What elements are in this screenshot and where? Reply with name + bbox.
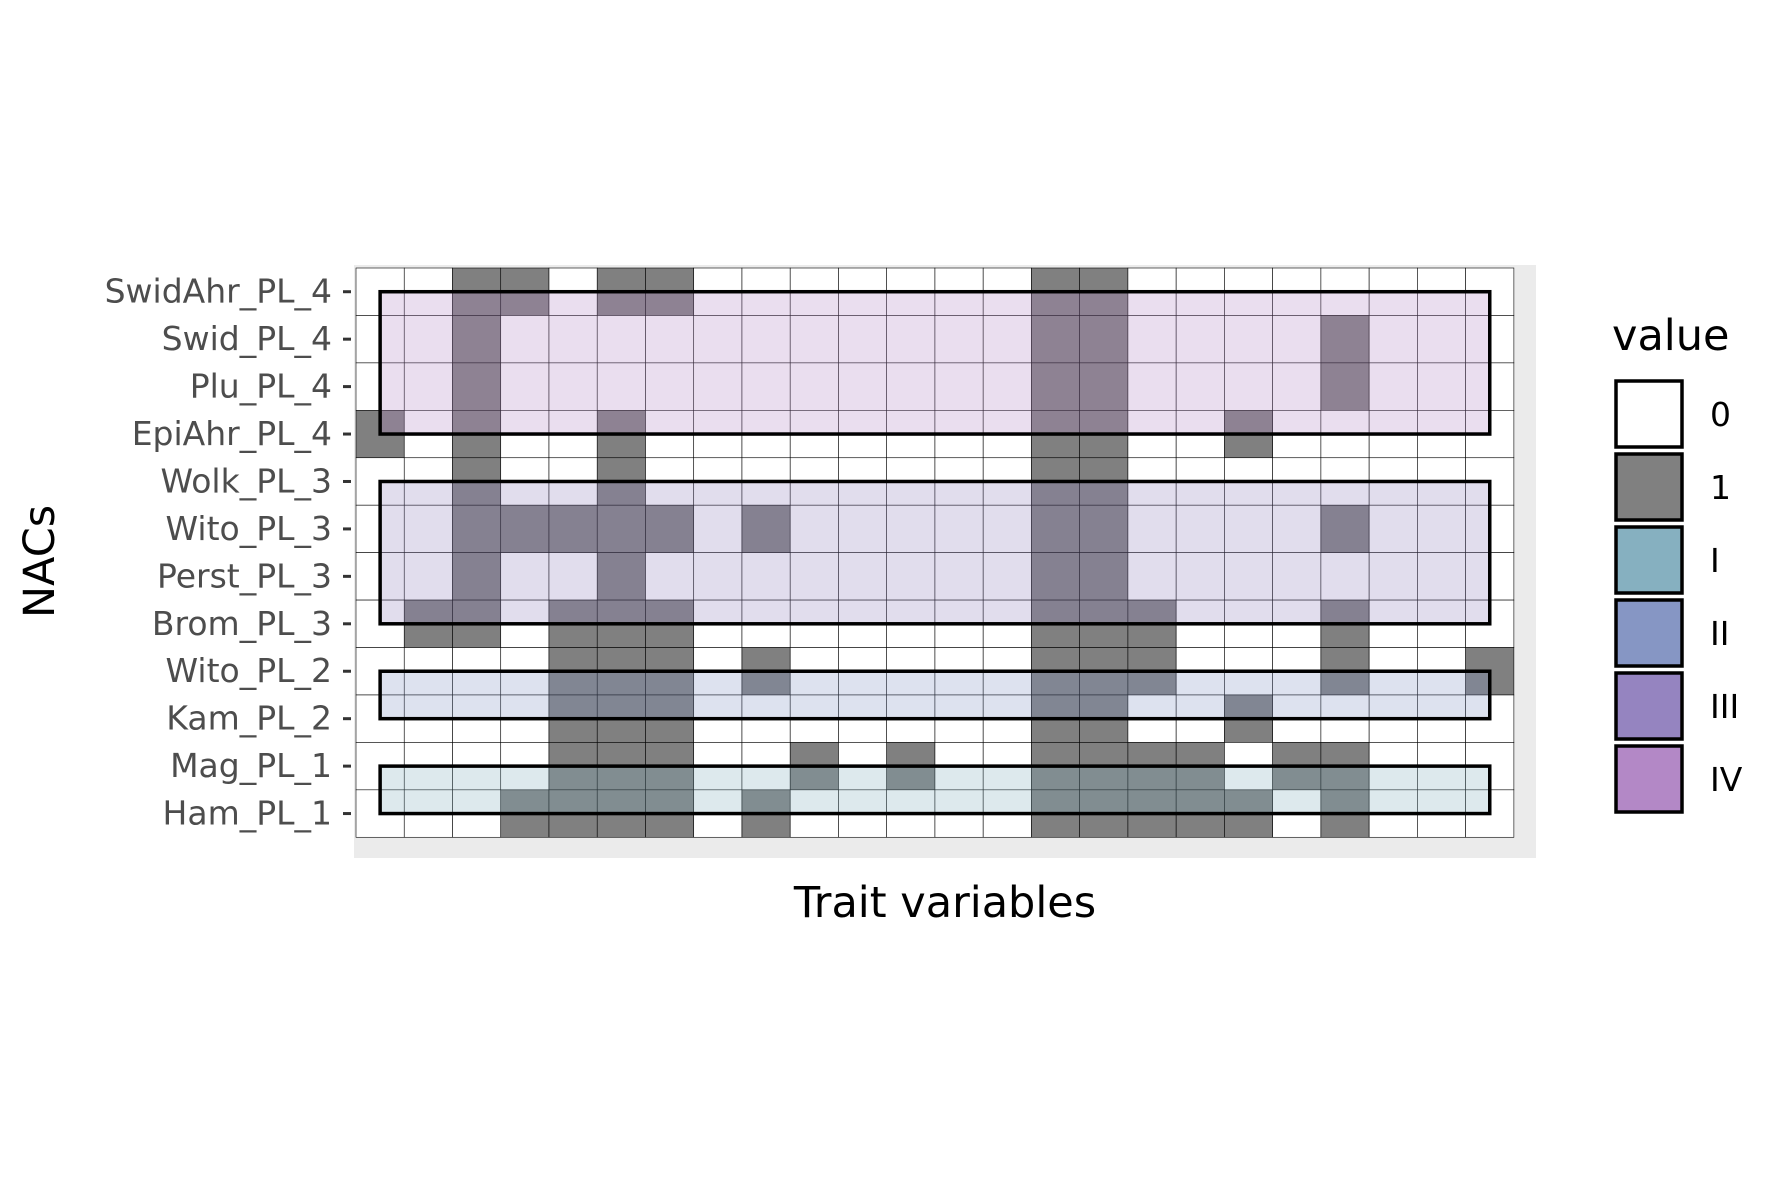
heatmap-cell [1368, 504, 1418, 553]
heatmap-cell [886, 504, 936, 553]
y-axis-title: NACs [15, 505, 65, 618]
legend-label: 1 [1710, 468, 1731, 507]
heatmap-cell [596, 315, 646, 364]
y-tick-label: Kam_PL_2 [166, 699, 332, 738]
heatmap-cell [403, 504, 453, 553]
heatmap-cell [789, 362, 839, 411]
y-tick-label: Wolk_PL_3 [161, 461, 332, 500]
group-box-ii [378, 669, 1492, 721]
heatmap-cell [934, 552, 984, 601]
heatmap-cell [548, 315, 598, 364]
heatmap-cell [1320, 315, 1370, 364]
group-box-iv [378, 289, 1492, 436]
y-tick-label: Wito_PL_2 [166, 651, 332, 690]
heatmap-cell [693, 362, 743, 411]
y-tick-label: SwidAhr_PL_4 [105, 272, 332, 311]
x-axis-title: Trait variables [793, 878, 1096, 928]
heatmap-cell [1127, 504, 1177, 553]
heatmap-cell [1079, 362, 1129, 411]
y-tick-label: Brom_PL_3 [152, 604, 332, 643]
y-tick-label: Perst_PL_3 [157, 556, 332, 595]
legend-key [1614, 525, 1684, 595]
heatmap-cell [982, 552, 1032, 601]
heatmap-cell [452, 504, 502, 553]
heatmap-cell [403, 362, 453, 411]
y-tick-label: Swid_PL_4 [162, 319, 332, 358]
group-box-i [378, 764, 1492, 816]
heatmap-cell [1417, 504, 1466, 553]
heatmap-cell [1368, 315, 1418, 364]
heatmap-cell [1127, 362, 1177, 411]
heatmap-cell [1272, 315, 1322, 364]
legend-label: III [1710, 687, 1739, 726]
y-tick-label: Wito_PL_3 [166, 509, 332, 548]
heatmap-cell [1224, 362, 1273, 411]
group-boxes [378, 289, 1492, 816]
legend-label: IV [1710, 760, 1743, 799]
heatmap-cell [596, 552, 646, 601]
heatmap-cell [500, 362, 550, 411]
heatmap-cell [934, 504, 984, 553]
heatmap-cell [693, 504, 743, 553]
heatmap-cell [403, 552, 453, 601]
legend-key [1614, 671, 1684, 741]
heatmap-cell [982, 362, 1032, 411]
heatmap-cell [500, 504, 550, 553]
heatmap-cell [838, 362, 887, 411]
y-tick-label: Plu_PL_4 [190, 367, 332, 406]
heatmap-cell [403, 315, 453, 364]
heatmap-cell [452, 362, 502, 411]
heatmap-cell [500, 552, 550, 601]
legend-key [1614, 379, 1684, 449]
heatmap-cell [1320, 362, 1370, 411]
heatmap-cell [1079, 552, 1129, 601]
y-tick-label: EpiAhr_PL_4 [132, 414, 332, 453]
heatmap-cell [1417, 315, 1466, 364]
heatmap-cell [838, 315, 887, 364]
heatmap-cell [1031, 552, 1080, 601]
heatmap-cell [1417, 552, 1466, 601]
heatmap-cell [741, 552, 791, 601]
heatmap-cell [1175, 315, 1225, 364]
heatmap-cell [1079, 504, 1129, 553]
legend-key [1614, 744, 1684, 814]
heatmap-cell [596, 504, 646, 553]
legend-key [1614, 452, 1684, 522]
group-box-iii [378, 479, 1492, 626]
heatmap-cell [1127, 315, 1177, 364]
heatmap-cell [645, 315, 695, 364]
heatmap-cell [1272, 362, 1322, 411]
heatmap-cell [452, 552, 502, 601]
heatmap-cell [548, 504, 598, 553]
heatmap-cell [886, 362, 936, 411]
legend-label: II [1710, 614, 1729, 653]
legend-key [1614, 598, 1684, 668]
heatmap-cell [886, 315, 936, 364]
y-axis: SwidAhr_PL_4 Swid_PL_4 Plu_PL_4 EpiAhr_PL_4… [105, 272, 351, 833]
heatmap-cell [548, 552, 598, 601]
y-tick-label: Ham_PL_1 [163, 794, 332, 833]
heatmap-cell [982, 504, 1032, 553]
heatmap-cell [1127, 552, 1177, 601]
y-tick-label: Mag_PL_1 [170, 746, 332, 785]
heatmap-cell [1272, 552, 1322, 601]
heatmap-cell [982, 315, 1032, 364]
heatmap-cell [645, 504, 695, 553]
heatmap-cell [645, 552, 695, 601]
heatmap-cell [596, 362, 646, 411]
heatmap-cell [693, 552, 743, 601]
legend-label: 0 [1710, 395, 1731, 434]
legend-title: value [1612, 311, 1729, 361]
heatmap-cell [789, 552, 839, 601]
heatmap-cell [1031, 362, 1080, 411]
heatmap-cell [1224, 315, 1273, 364]
heatmap-cell [1368, 552, 1418, 601]
heatmap-cell [645, 362, 695, 411]
heatmap-cell [1031, 315, 1080, 364]
legend-label: I [1710, 541, 1720, 580]
